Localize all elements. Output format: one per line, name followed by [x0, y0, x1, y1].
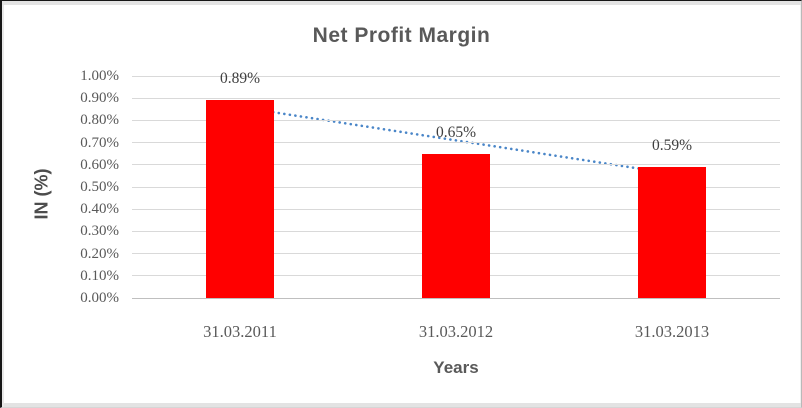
- bar-31.03.2011: [206, 100, 274, 298]
- y-tick-label: 1.00%: [80, 68, 119, 84]
- y-tick-label: 0.20%: [80, 245, 119, 262]
- gridline: [132, 75, 780, 77]
- bar-31.03.2013: [638, 167, 706, 298]
- trendline-dotted-segment: [238, 105, 674, 175]
- y-tick-label: 0.30%: [80, 223, 119, 240]
- y-tick-label: 0.90%: [80, 90, 119, 107]
- y-tick-label: 0.80%: [80, 112, 119, 129]
- gridline: [132, 142, 780, 144]
- gridline: [132, 119, 780, 121]
- gridline: [132, 97, 780, 99]
- bar-data-label: 0.65%: [435, 123, 477, 141]
- bar-data-label: 0.59%: [651, 137, 693, 155]
- gridline: [132, 297, 780, 299]
- bar-data-label: 0.89%: [219, 70, 261, 88]
- x-category-label: 31.03.2013: [634, 322, 710, 341]
- y-tick-label: 0.50%: [80, 179, 119, 195]
- x-axis-title: Years: [433, 358, 479, 377]
- trendline: [238, 105, 674, 175]
- x-category-label: 31.03.2011: [203, 322, 277, 341]
- y-tick-label: 0.70%: [80, 134, 119, 151]
- y-tick-label: 0.00%: [80, 290, 119, 306]
- bar-31.03.2012: [422, 153, 490, 298]
- y-tick-label: 0.10%: [80, 267, 119, 284]
- y-tick-label: 0.40%: [80, 201, 119, 218]
- chart-title: Net Profit Margin: [312, 24, 491, 47]
- y-tick-label: 0.60%: [80, 156, 119, 173]
- x-category-label: 31.03.2012: [418, 322, 494, 341]
